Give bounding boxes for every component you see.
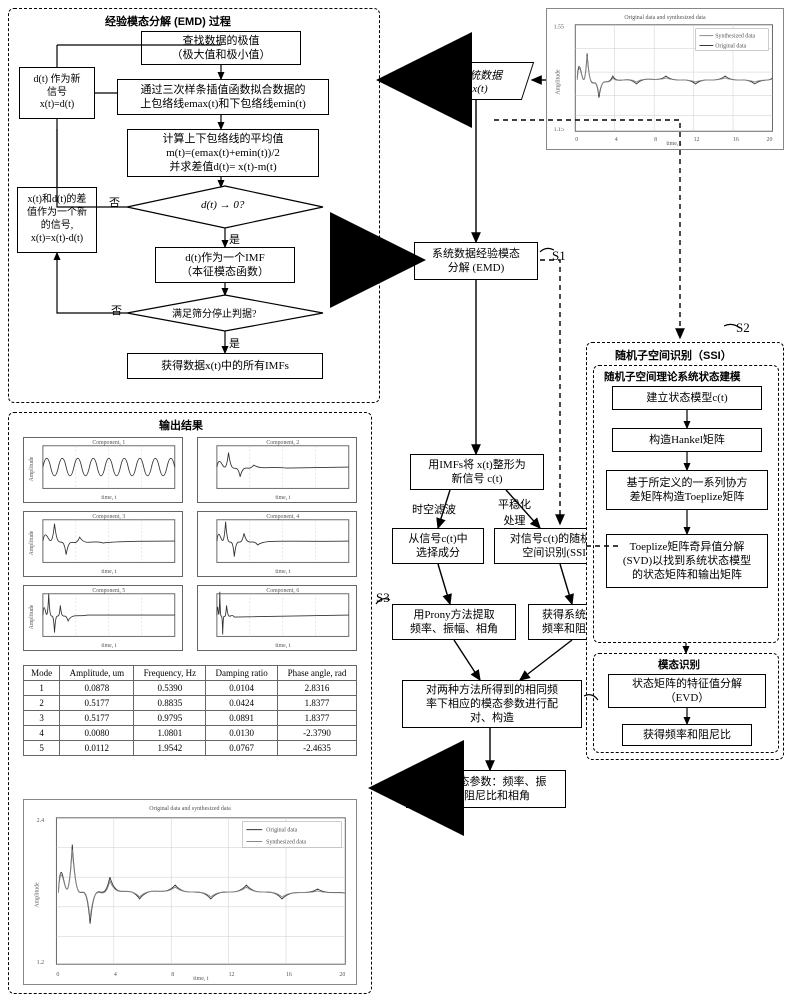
svg-text:Amplitude: Amplitude (29, 530, 35, 555)
table-row: 30.51770.97950.08911.8377 (24, 711, 357, 726)
ssi-sub1: 随机子空间理论系统状态建模 建立状态模型c(t) 构造Hankel矩阵 基于所定… (593, 365, 779, 643)
emd-no2: 否 (111, 302, 122, 318)
pair-box: 对两种方法所得到的相同频率下相应的模态参数进行配对、构造 (402, 680, 582, 728)
svg-text:time, t: time, t (101, 643, 116, 649)
emd-no1: 否 (109, 194, 120, 210)
emd-yes2: 是 (229, 335, 240, 351)
svg-text:Component, 5: Component, 5 (92, 588, 125, 594)
emd-side-top: d(t) 作为新信号x(t)=d(t) (19, 67, 95, 119)
svg-text:4: 4 (615, 137, 618, 143)
s3-label: S3 (376, 590, 390, 606)
ssi-sub1-title: 随机子空间理论系统状态建模 (604, 369, 741, 384)
emd-dec1-text: d(t) → 0? (201, 199, 244, 211)
mini-chart-4: Component, 4 time, t (197, 511, 357, 577)
svg-text:Amplitude: Amplitude (29, 456, 35, 481)
svg-text:Component, 6: Component, 6 (266, 588, 299, 594)
svg-text:16: 16 (733, 137, 739, 143)
table-row: 10.08780.53900.01042.8316 (24, 681, 357, 696)
svg-text:Component, 4: Component, 4 (266, 514, 299, 520)
ssi-p1: 建立状态模型c(t) (612, 386, 762, 410)
ssi-p6: 获得频率和阻尼比 (622, 724, 752, 746)
svg-text:time, t: time, t (666, 141, 681, 147)
output-box: 输出模态参数：频率、振幅、阻尼比和相角 (406, 770, 566, 808)
right-branch-label: 平稳化处理 (498, 496, 531, 528)
top-chart: Original data and synthesized data Synth… (546, 8, 784, 150)
results-panel: 输出结果 Component, 1 time, t Amplitude Comp… (8, 412, 372, 994)
svg-text:Synthesized data: Synthesized data (266, 840, 306, 846)
svg-text:1.2: 1.2 (37, 960, 44, 966)
table-row: 50.01121.95420.0767-2.4635 (24, 741, 357, 756)
svg-text:Synthesized data: Synthesized data (715, 34, 755, 40)
emd-n3: 计算上下包络线的平均值m(t)=(emax(t)+emin(t))/2并求差值d… (127, 129, 319, 177)
svg-text:Component, 1: Component, 1 (92, 440, 125, 446)
svg-text:1.55: 1.55 (554, 25, 564, 31)
svg-text:Original data and synthesized: Original data and synthesized data (149, 806, 231, 812)
emd-n4: d(t)作为一个IMF（本征模态函数） (155, 247, 295, 283)
emd-panel-title: 经验模态分解 (EMD) 过程 (105, 13, 231, 29)
emd-n5: 获得数据x(t)中的所有IMFs (127, 353, 323, 379)
svg-text:Original data: Original data (266, 828, 297, 834)
svg-text:4: 4 (114, 972, 117, 978)
svg-text:8: 8 (171, 972, 174, 978)
mini-chart-1: Component, 1 time, t Amplitude (23, 437, 183, 503)
svg-text:time, t: time, t (275, 569, 290, 575)
sys-data-box: 系统数据x(t) (426, 62, 534, 100)
svg-text:time, t: time, t (101, 495, 116, 501)
svg-text:time, t: time, t (101, 569, 116, 575)
emd-n2: 通过三次样条插值函数拟合数据的上包络线emax(t)和下包络线emin(t) (117, 79, 329, 115)
svg-text:12: 12 (229, 972, 235, 978)
ssi-p4: Toeplize矩阵奇异值分解(SVD)以找到系统状态模型的状态矩阵和输出矩阵 (606, 534, 768, 588)
left-branch-label: 时空滤波 (412, 501, 456, 517)
emd-step-box: 系统数据经验模态分解 (EMD) (414, 242, 538, 280)
svg-text:Amplitude: Amplitude (29, 604, 35, 629)
imfs-box: 用IMFs将 x(t)整形为新信号 c(t) (410, 454, 544, 490)
s1-label: S1 (552, 248, 566, 264)
svg-text:Component, 3: Component, 3 (92, 514, 125, 520)
svg-text:time, t: time, t (275, 643, 290, 649)
svg-text:1.15: 1.15 (554, 127, 564, 133)
svg-text:Component, 2: Component, 2 (266, 440, 299, 446)
table-row: 40.00801.08010.0130-2.3790 (24, 726, 357, 741)
svg-text:8: 8 (654, 137, 657, 143)
ssi-p5: 状态矩阵的特征值分解（EVD） (608, 674, 766, 708)
sys-data-text: 系统数据x(t) (458, 67, 502, 95)
emd-dec2-text: 满足筛分停止判据? (172, 305, 256, 320)
svg-text:time, t: time, t (193, 976, 208, 982)
s2-label: S2 (736, 320, 750, 336)
mini-chart-2: Component, 2 time, t (197, 437, 357, 503)
select-box: 从信号c(t)中选择成分 (392, 528, 484, 564)
bottom-chart: Original data and synthesized data Origi… (23, 799, 357, 985)
emd-side-bot: x(t)和d(t)的差值作为一个新的信号,x(t)=x(t)-d(t) (17, 187, 97, 253)
mini-chart-6: Component, 6 time, t (197, 585, 357, 651)
emd-n1: 查找数据的极值（极大值和极小值） (141, 31, 301, 65)
results-table: Mode Amplitude, um Frequency, Hz Damping… (23, 665, 357, 756)
ssi-title: 随机子空间识别（SSI） (615, 347, 732, 363)
ssi-sub2: 模态识别 状态矩阵的特征值分解（EVD） 获得频率和阻尼比 (593, 653, 779, 753)
svg-text:20: 20 (767, 137, 773, 143)
svg-text:Original data: Original data (715, 43, 746, 49)
ssi-panel: 随机子空间识别（SSI） 随机子空间理论系统状态建模 建立状态模型c(t) 构造… (586, 342, 784, 760)
svg-text:0: 0 (56, 972, 59, 978)
svg-text:Amplitude: Amplitude (35, 882, 41, 908)
mini-chart-5: Component, 5 time, t Amplitude (23, 585, 183, 651)
results-title: 输出结果 (159, 417, 203, 433)
emd-panel: 经验模态分解 (EMD) 过程 d(t) 作为新信号x(t)=d(t) x(t)… (8, 8, 380, 403)
svg-text:2.4: 2.4 (37, 818, 44, 824)
emd-yes1: 是 (229, 231, 240, 247)
ssi-p2: 构造Hankel矩阵 (612, 428, 762, 452)
ssi-p3: 基于所定义的一系列协方差矩阵构造Toeplize矩阵 (606, 470, 768, 510)
prony-box: 用Prony方法提取频率、振幅、相角 (392, 604, 516, 640)
svg-text:time, t: time, t (275, 495, 290, 501)
top-chart-title: Original data and synthesized data (624, 15, 706, 21)
mini-chart-3: Component, 3 time, t Amplitude (23, 511, 183, 577)
svg-text:Amplitude: Amplitude (556, 69, 562, 95)
table-row: 20.51770.88350.04241.8377 (24, 696, 357, 711)
svg-text:12: 12 (694, 137, 700, 143)
svg-text:0: 0 (575, 137, 578, 143)
ssi-sub2-title: 模态识别 (658, 657, 700, 672)
svg-text:20: 20 (339, 972, 345, 978)
svg-text:16: 16 (286, 972, 292, 978)
